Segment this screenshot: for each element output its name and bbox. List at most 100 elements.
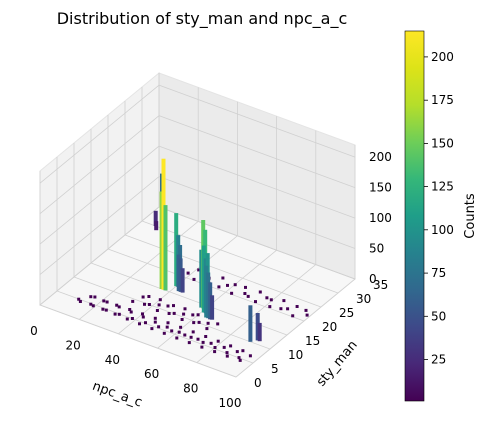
floor-cell (180, 318, 184, 321)
floor-cell (115, 303, 119, 307)
floor-cell (229, 344, 233, 348)
floor-cell (117, 312, 121, 316)
floor-cell (216, 322, 220, 326)
floor-cell (205, 327, 209, 331)
floor-cell (209, 341, 213, 345)
floor-cell (186, 271, 190, 275)
colorbar-ticks: 25 50 75 100 125 150 175 200 (424, 50, 454, 367)
y-tick-label: 0 (254, 376, 262, 390)
floor-cell (141, 295, 145, 299)
floor-cell (172, 311, 176, 315)
floor-cell (138, 322, 141, 326)
floor-cell (128, 308, 132, 311)
floor-cell (204, 335, 208, 338)
floor-cell (217, 285, 221, 289)
floor-cell (213, 346, 217, 349)
x-axis-label: npc_a_c (90, 379, 144, 411)
y-tick-label: 25 (339, 306, 354, 320)
floor-cell (235, 350, 239, 354)
floor-cell (258, 290, 262, 294)
floor-cell (147, 295, 151, 298)
floor-cell (269, 298, 273, 302)
floor-cell (248, 354, 252, 358)
colorbar-tick-label: 175 (431, 93, 454, 107)
floor-cell (157, 325, 161, 329)
colorbar-tick-label: 25 (431, 353, 446, 367)
floor-cell (230, 291, 234, 295)
floor-cell (197, 268, 201, 272)
floor-cell (117, 305, 121, 309)
floor-cell (104, 308, 108, 312)
z-grid-back (158, 206, 356, 280)
floor-cell (170, 329, 174, 333)
x-tick-label: 0 (30, 324, 38, 338)
data-bar (163, 205, 168, 291)
colorbar-tick-label: 125 (431, 180, 454, 194)
floor-cell (113, 312, 117, 316)
y-tick-label: 35 (373, 278, 388, 292)
floor-cell (191, 313, 195, 317)
floor-cell (141, 312, 144, 316)
floor-cell (196, 313, 200, 317)
chart-title: Distribution of sty_man and npc_a_c (57, 9, 348, 29)
y-grid-floor (124, 234, 322, 308)
colorbar-label: Counts (463, 193, 478, 239)
floor-cell (101, 307, 105, 311)
floor-cell (225, 351, 229, 355)
y-tick-label: 15 (305, 334, 320, 348)
floor-cell (89, 302, 93, 306)
grid-lines (39, 73, 356, 378)
floor-cell (91, 304, 95, 308)
floor-cell (105, 300, 109, 304)
z-grid-back (158, 145, 356, 219)
floor-cell (268, 305, 272, 309)
floor-cell (150, 327, 154, 331)
floor-cell (305, 313, 309, 317)
floor-cell (177, 330, 181, 334)
floor-cell (183, 307, 187, 311)
data-bars (153, 158, 262, 342)
floor-cell (78, 300, 82, 303)
floor-cell (222, 345, 226, 349)
axis-panes (39, 71, 356, 378)
z-tick-label: 100 (369, 211, 392, 225)
floor-cell (175, 336, 179, 340)
data-bar (257, 322, 262, 342)
floor-cell (286, 307, 290, 311)
z-grid-left (39, 206, 160, 306)
floor-cell (200, 345, 204, 349)
z-grid-left (39, 145, 160, 245)
x-grid-floor (157, 249, 277, 349)
y-grid-floor (73, 276, 271, 350)
y-tick-label: 10 (288, 348, 303, 362)
floor-cell (131, 299, 135, 303)
y-tick-label: 5 (271, 362, 279, 376)
floor-cell (226, 283, 229, 287)
z-grid-left (39, 176, 160, 275)
floor-cell (201, 340, 205, 344)
z-grid-back (158, 84, 356, 158)
floor-cell (304, 308, 308, 312)
floor-cell (162, 331, 166, 335)
x-tick-label: 20 (66, 338, 81, 352)
floor-cell (141, 315, 145, 319)
floor-cell (246, 294, 250, 298)
data-bar (154, 221, 159, 231)
floor-cell (187, 341, 191, 345)
floor-cell (244, 285, 247, 289)
colorbar-tick-label: 200 (431, 50, 454, 64)
floor-cell (243, 292, 247, 295)
x-tick-label: 40 (105, 353, 120, 367)
floor-cell (125, 317, 129, 321)
floor-cell (77, 297, 81, 301)
colorbar (404, 30, 425, 402)
floor-counts (77, 268, 309, 362)
colorbar-tick-label: 150 (431, 136, 454, 150)
floor-cell (191, 330, 195, 334)
floor-cell (233, 283, 237, 287)
z-grid-back (158, 115, 356, 189)
floor-cell (279, 307, 283, 311)
floor-cell (129, 310, 133, 314)
x-tick-label: 100 (219, 396, 242, 410)
